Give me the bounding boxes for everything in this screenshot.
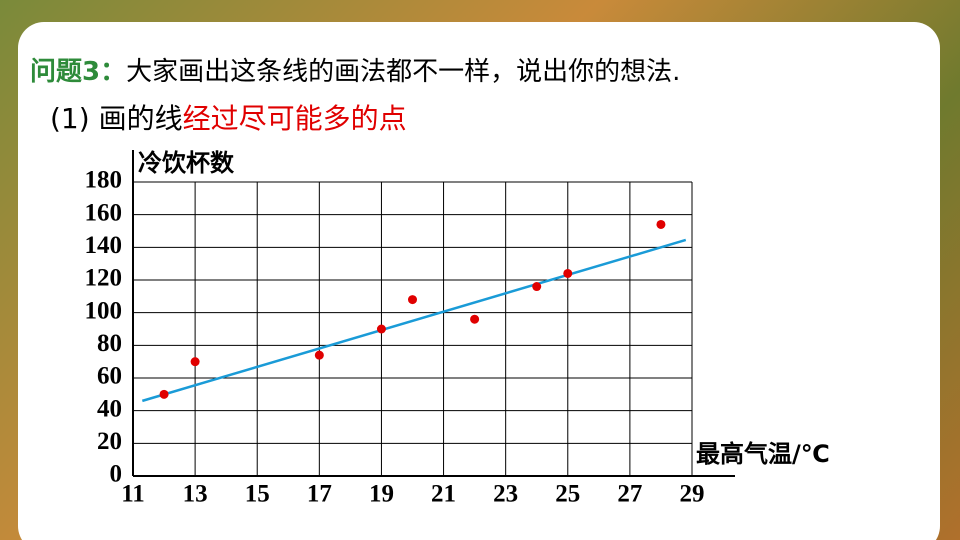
y-tick-label: 120 [85,265,123,292]
point [314,350,324,360]
question-label: 问题3： [30,57,126,87]
y-tick-label: 140 [85,232,123,259]
x-tick-label: 21 [431,481,456,508]
y-tick-label: 180 [85,167,123,194]
point [408,295,417,305]
y-tick-label: 160 [85,199,123,226]
x-tick-label: 23 [493,481,518,508]
point [532,282,542,292]
y-tick-label: 100 [85,297,123,324]
point [470,314,480,324]
y-tick-label: 0 [110,461,123,488]
x-tick-label: 29 [680,481,705,508]
x-tick-label: 11 [121,481,145,508]
x-tick-label: 27 [617,481,642,508]
item-text: (1) 画的线 [50,102,183,135]
item: (1) 画的线经过尽可能多的点 [50,102,407,135]
question-text: 大家画出这条线的画法都不一样，说出你的想法. [126,57,680,87]
x-tick-label: 17 [307,481,332,508]
x-tick-label: 19 [369,481,394,508]
point [376,324,386,334]
y-tick-label: 60 [97,363,122,390]
x-axis-label: 最高气温/℃ [696,440,830,468]
plot: 0 20 40 60 80 100 120 140 160 180 11 13 15 17 19 21 23 25… [85,150,735,508]
question: 问题3：大家画出这条线的画法都不一样，说出你的想法. [30,57,680,87]
point [656,219,666,229]
y-tick-label: 40 [97,395,122,422]
y-axis-label: 冷饮杯数 [138,149,235,177]
x-tick-label: 13 [183,481,208,508]
trend-line [141,238,687,403]
point [563,268,573,278]
x-tick-label: 15 [245,481,270,508]
point [190,357,200,367]
y-tick-label: 80 [97,330,122,357]
y-tick-label: 20 [97,428,122,455]
item-highlight: 经过尽可能多的点 [183,102,407,135]
point [159,389,169,399]
x-tick-label: 25 [555,481,580,508]
